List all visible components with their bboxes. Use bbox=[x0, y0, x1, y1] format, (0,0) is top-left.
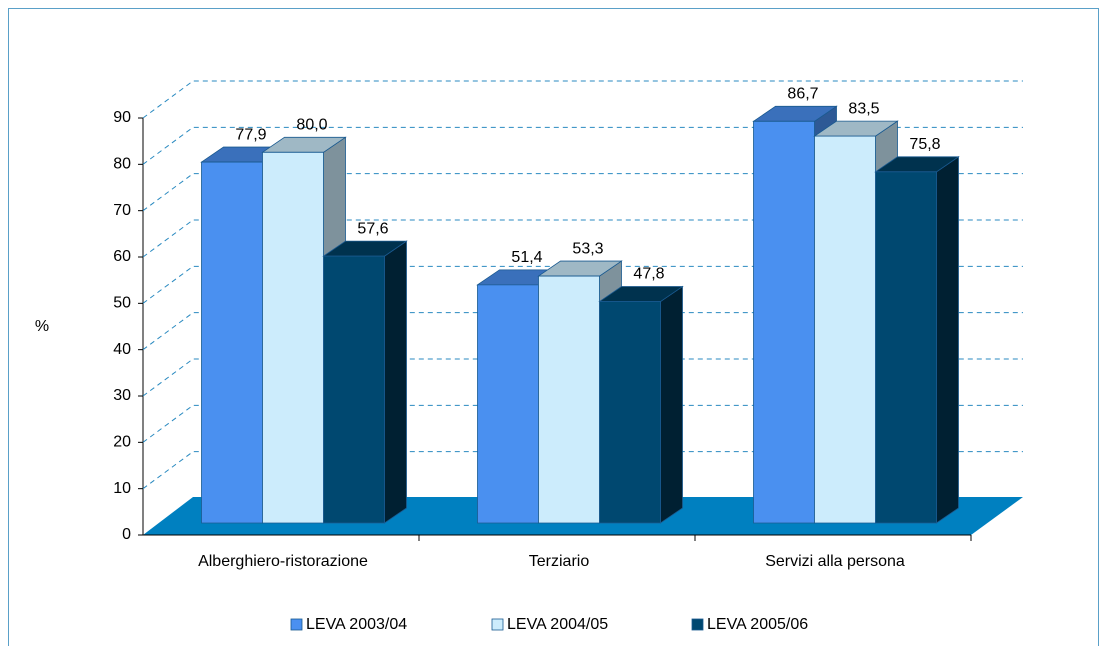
value-label: 80,0 bbox=[296, 117, 327, 134]
grid-line bbox=[142, 80, 1023, 119]
bar-face bbox=[936, 156, 959, 524]
grid-line bbox=[142, 126, 1023, 165]
legend-swatch bbox=[290, 618, 303, 631]
value-label: 86,7 bbox=[787, 86, 818, 103]
y-tick-label: 0 bbox=[122, 526, 131, 543]
bar-face bbox=[538, 275, 600, 524]
value-label: 83,5 bbox=[848, 100, 879, 117]
grid-line bbox=[142, 265, 1023, 304]
grid-line bbox=[142, 312, 1023, 351]
value-label: 53,3 bbox=[572, 240, 603, 257]
bar bbox=[322, 240, 408, 524]
bar-face bbox=[201, 161, 263, 524]
legend-swatch bbox=[691, 618, 704, 631]
y-tick-label: 30 bbox=[113, 387, 131, 404]
y-tick-label: 60 bbox=[113, 248, 131, 265]
y-tick-label: 10 bbox=[113, 480, 131, 497]
bar-face bbox=[814, 135, 876, 524]
grid-line bbox=[142, 404, 1023, 443]
grid-line bbox=[142, 173, 1023, 212]
value-label: 51,4 bbox=[511, 249, 542, 266]
y-tick-label: 40 bbox=[113, 341, 131, 358]
x-tick-label: Alberghiero-ristorazione bbox=[198, 553, 368, 570]
grid-line bbox=[142, 219, 1023, 258]
bar-face bbox=[875, 171, 937, 524]
y-tick-label: 50 bbox=[113, 295, 131, 312]
legend-swatch bbox=[491, 618, 504, 631]
y-tick-label: 90 bbox=[113, 109, 131, 126]
bar-face bbox=[384, 240, 407, 524]
legend-label: LEVA 2004/05 bbox=[507, 616, 608, 633]
value-label: 47,8 bbox=[633, 266, 664, 283]
bar-face bbox=[477, 284, 539, 524]
y-axis-label: % bbox=[35, 318, 49, 335]
value-label: 77,9 bbox=[235, 126, 266, 143]
bar bbox=[874, 156, 960, 524]
y-tick-label: 20 bbox=[113, 434, 131, 451]
bar-face bbox=[323, 255, 385, 524]
legend-label: LEVA 2003/04 bbox=[306, 616, 407, 633]
chart-frame bbox=[8, 8, 1099, 646]
grid-line bbox=[142, 451, 1023, 490]
grid-line bbox=[142, 358, 1023, 397]
value-label: 57,6 bbox=[357, 220, 388, 237]
value-label: 75,8 bbox=[909, 136, 940, 153]
bar-face bbox=[599, 301, 661, 524]
bar-face bbox=[753, 120, 815, 524]
bar bbox=[598, 285, 684, 524]
x-tick-label: Terziario bbox=[529, 553, 590, 570]
legend-label: LEVA 2005/06 bbox=[707, 616, 808, 633]
bar-face bbox=[262, 151, 324, 524]
bar-face bbox=[660, 285, 683, 524]
y-tick-label: 70 bbox=[113, 202, 131, 219]
x-tick-label: Servizi alla persona bbox=[765, 553, 905, 570]
y-tick-label: 80 bbox=[113, 156, 131, 173]
